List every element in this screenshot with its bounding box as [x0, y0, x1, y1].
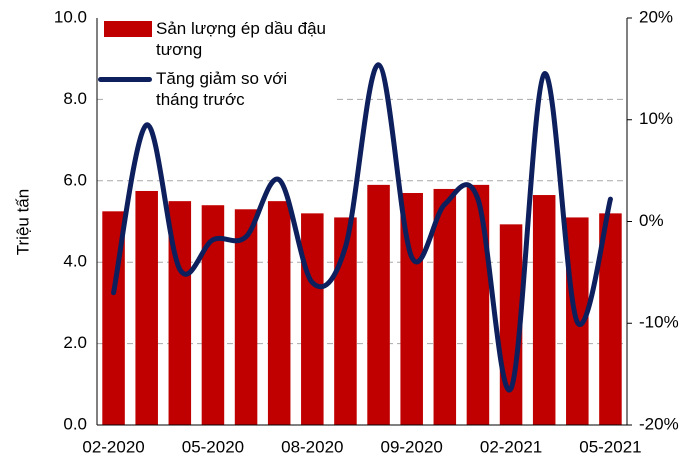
bar — [267, 201, 291, 425]
bar — [301, 213, 324, 425]
y2-tick-label: 20% — [639, 7, 673, 26]
x-tick-label: 02-2020 — [82, 437, 144, 456]
y-tick-label: 0.0 — [63, 414, 87, 433]
x-tick-label: 08-2020 — [281, 437, 343, 456]
y-tick-label: 10.0 — [54, 7, 87, 26]
legend: Sản lượng ép dầu đậu tương Tăng giảm so … — [98, 18, 336, 110]
x-tick-label: 02-2021 — [480, 437, 542, 456]
bar — [400, 193, 423, 425]
bar — [201, 205, 225, 425]
y-tick-label: 2.0 — [63, 333, 87, 352]
line — [111, 62, 613, 393]
y2-tick-label: -10% — [639, 313, 679, 332]
y2-tick-label: 0% — [639, 211, 664, 230]
x-tick-label: 09-2020 — [380, 437, 442, 456]
y-axis-label: Triệu tấn — [13, 189, 32, 255]
bar — [532, 195, 556, 425]
y2-tick-label: -20% — [639, 414, 679, 433]
bar — [135, 190, 158, 425]
legend-label: Tăng giảm so với tháng trước — [156, 69, 288, 109]
bar — [599, 213, 622, 425]
x-tick-label: 05-2020 — [182, 437, 244, 456]
bar — [367, 184, 390, 425]
y-tick-label: 6.0 — [63, 170, 87, 189]
legend-swatch — [104, 21, 152, 37]
legend-item: Sản lượng ép dầu đậu tương — [104, 18, 336, 60]
bar — [466, 184, 490, 425]
bar — [234, 209, 258, 425]
y-tick-label: 8.0 — [63, 89, 87, 108]
x-tick-label: 05-2021 — [579, 437, 641, 456]
y-tick-label: 4.0 — [63, 252, 87, 271]
legend-swatch — [98, 77, 152, 82]
legend-label: Sản lượng ép dầu đậu tương — [156, 19, 326, 59]
y2-tick-label: 10% — [639, 109, 673, 128]
bar — [433, 188, 457, 425]
legend-item: Tăng giảm so với tháng trước — [98, 68, 326, 110]
